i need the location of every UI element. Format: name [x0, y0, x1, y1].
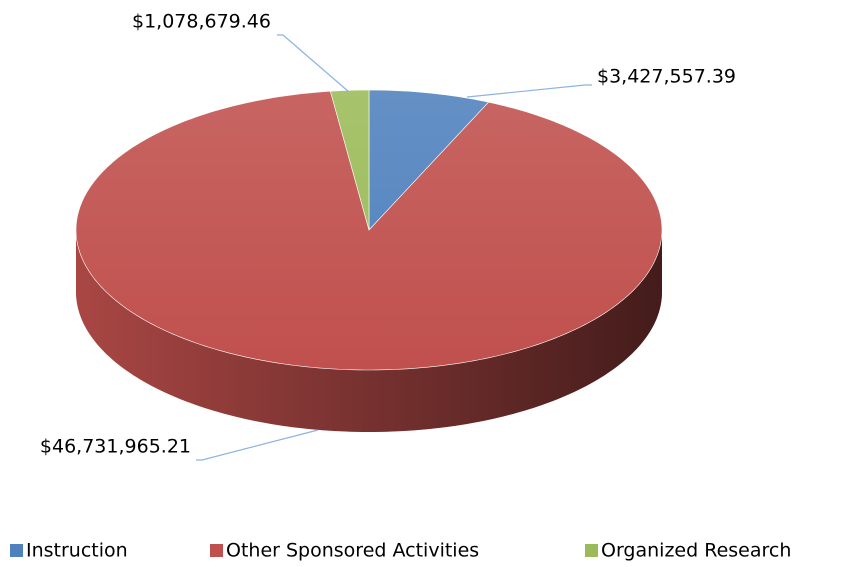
leader-line	[196, 429, 319, 461]
legend-swatch	[210, 544, 223, 557]
leader-line	[466, 84, 592, 98]
legend-swatch	[585, 544, 598, 557]
data-label: $46,731,965.21	[40, 436, 191, 458]
legend-label: Organized Research	[601, 540, 791, 562]
gloss	[76, 90, 662, 370]
data-label: $1,078,679.46	[132, 11, 271, 33]
legend-label: Other Sponsored Activities	[226, 540, 479, 562]
data-label: $3,427,557.39	[597, 66, 736, 88]
legend-swatch	[10, 544, 23, 557]
leader-line	[277, 34, 350, 93]
side-shade	[76, 230, 662, 432]
legend-label: Instruction	[26, 540, 128, 562]
